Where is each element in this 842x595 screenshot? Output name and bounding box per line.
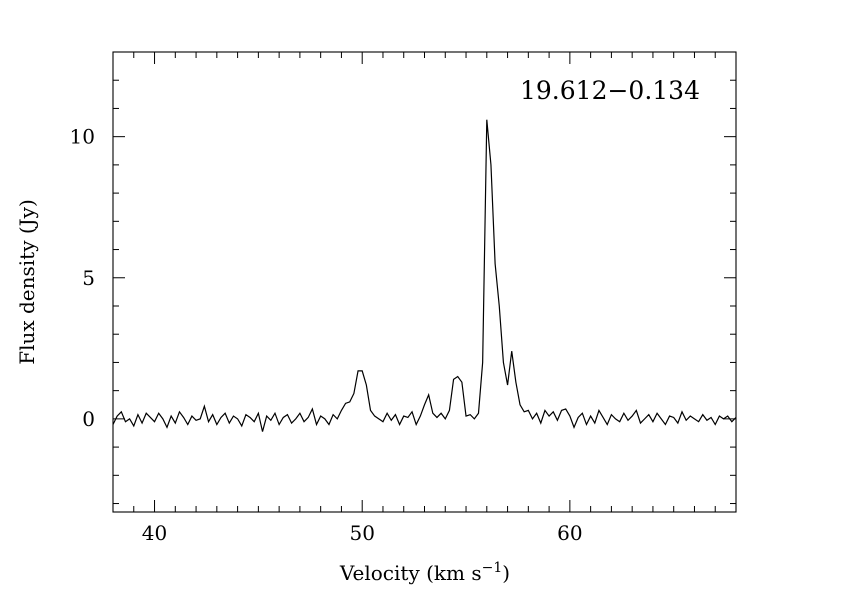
- x-tick-label: 60: [557, 521, 582, 545]
- x-axis-label: Velocity (km s−1): [339, 560, 510, 585]
- x-tick-label: 50: [349, 521, 374, 545]
- y-axis-label: Flux density (Jy): [15, 199, 39, 365]
- axis-ticks: [112, 51, 737, 512]
- x-axis-label-close: ): [502, 561, 510, 585]
- y-tick-label: 5: [82, 266, 95, 290]
- plot-title: 19.612−0.134: [520, 76, 700, 105]
- x-axis-label-text: Velocity (km s: [339, 561, 482, 585]
- tick-labels: 40 50 60 0 5 10: [70, 125, 583, 545]
- spectrum-line: [112, 119, 737, 432]
- x-axis-label-superscript: −1: [482, 560, 503, 576]
- y-tick-label: 10: [70, 125, 95, 149]
- plot-frame: [112, 51, 737, 513]
- x-tick-label: 40: [142, 521, 167, 545]
- y-tick-label: 0: [82, 407, 95, 431]
